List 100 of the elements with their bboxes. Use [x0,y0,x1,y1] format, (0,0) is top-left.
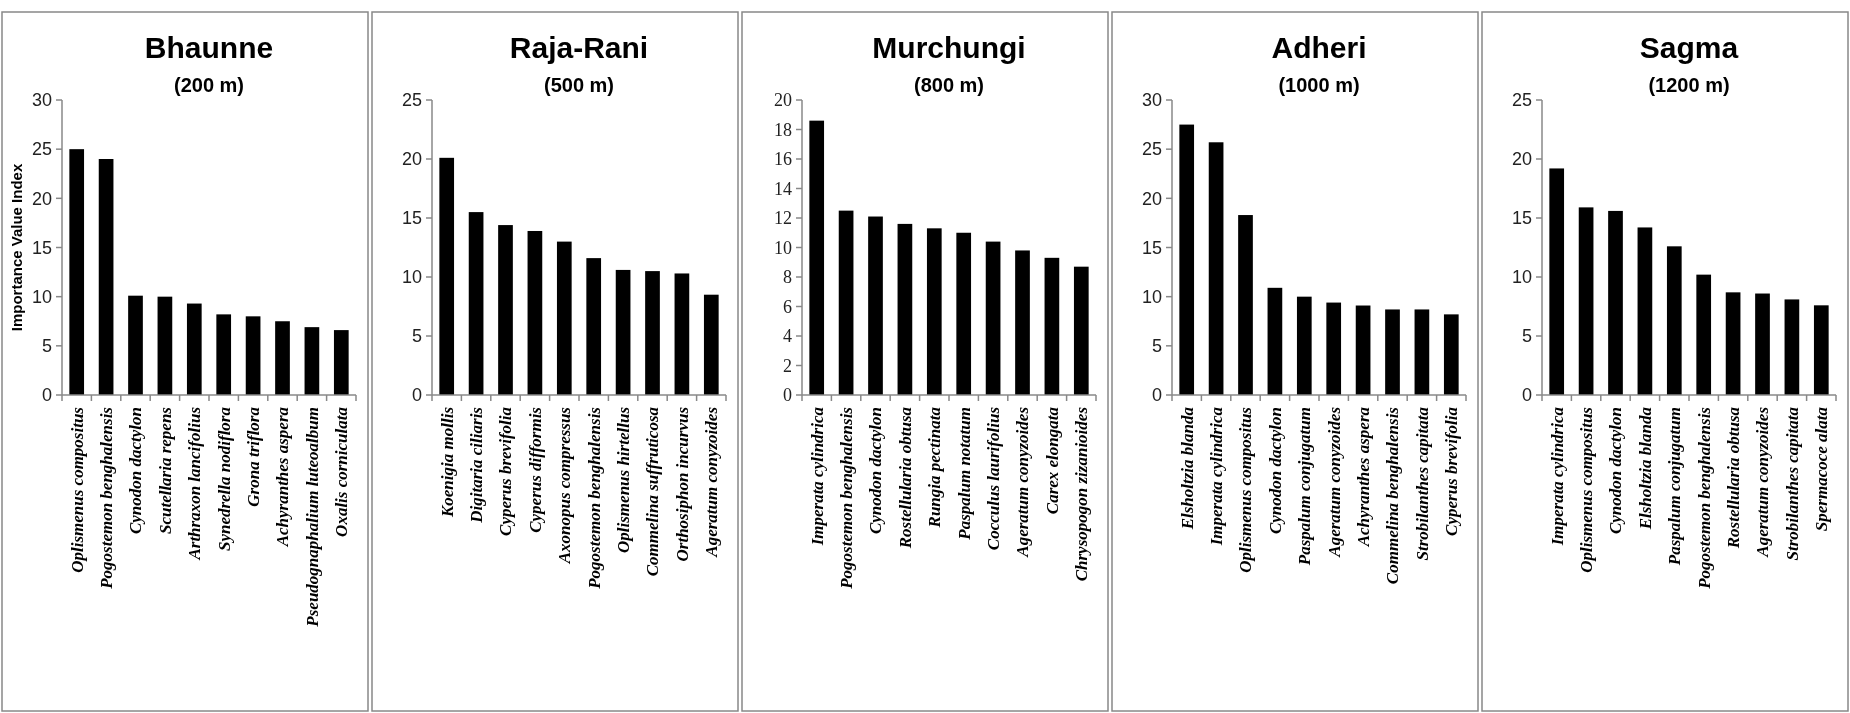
bar [1385,309,1400,395]
y-tick-label: 18 [774,119,792,140]
x-tick-label: Ageratum conyzoides [1753,406,1773,558]
bar [1784,299,1800,395]
y-tick-label: 5 [411,326,422,347]
x-tick-label: Cyperus difformis [525,406,545,533]
bar [956,232,972,395]
x-tick-label: Pseudognaphalium luteoalbum [302,407,322,628]
y-tick-label: 0 [1521,385,1532,406]
y-tick-label: 0 [1151,385,1162,406]
y-tick-label: 30 [1141,90,1162,111]
x-tick-label: Paspalum notatum [954,407,974,541]
chart-title: Bhaunne [144,31,274,64]
x-tick-label: Strobilanthes capitata [1782,406,1802,561]
chart-subtitle: (500 m) [543,74,615,96]
bar [1725,292,1741,395]
bar [674,273,690,395]
chart-subtitle: (200 m) [173,74,245,96]
x-tick-label: Spermacoce alata [1812,406,1832,532]
bar [245,316,261,395]
y-tick-label: 15 [401,208,422,229]
bar [1238,215,1253,395]
bar [468,212,484,395]
x-tick-label: Imperata cylindrica [1547,406,1567,547]
y-tick-label: 14 [774,178,792,199]
bar [1755,293,1770,395]
x-tick-label: Imperata cylindrica [807,406,827,547]
x-tick-label: Grona triflora [244,406,264,507]
y-tick-label: 10 [1511,267,1532,288]
y-tick-label: 4 [783,326,792,347]
bar [333,330,349,395]
x-tick-label: Elsholtzia blanda [1635,406,1655,531]
bar [98,159,114,395]
y-tick-label: 10 [31,286,52,307]
x-tick-label: Oxalis corniculata [332,406,352,537]
bar [1015,250,1030,395]
bar [868,216,883,395]
bar [1637,227,1653,395]
x-tick-label: Achyranthes aspera [273,406,293,548]
y-tick-label: 15 [31,237,52,258]
x-tick-label: Rostellularia obtusa [1724,406,1744,550]
bar [1326,302,1342,395]
y-tick-label: 10 [1141,286,1162,307]
bar [1073,266,1089,395]
bar [498,225,513,395]
x-tick-label: Cynodon dactylon [1606,407,1626,535]
bar [926,228,942,395]
y-tick-label: 5 [1151,336,1162,357]
y-tick-label: 8 [783,267,792,288]
x-tick-label: Rostellularia obtusa [895,406,915,550]
bar [615,269,631,395]
y-tick-label: 25 [1141,139,1162,160]
bar [439,157,455,395]
x-tick-label: Arthraxon lancifolius [185,406,205,561]
bar [1267,287,1283,395]
bar [69,149,85,395]
x-tick-label: Cynodon dactylon [866,407,886,535]
x-tick-label: Chrysopogon zizanioides [1072,406,1092,582]
x-tick-label: Commelina suffruticosa [643,406,663,577]
chart-title: Raja-Rani [509,31,649,64]
y-axis-title: Importance Value Index [8,163,25,332]
x-tick-label: Cyperus brevifolia [1442,406,1462,536]
x-tick-label: Cynodon dactylon [1265,407,1285,535]
y-tick-label: 0 [783,385,792,406]
chart-title: Adheri [1271,31,1367,64]
bar [1414,309,1430,395]
y-tick-label: 20 [774,90,792,111]
bar [645,271,660,395]
bar [1549,168,1565,395]
y-tick-label: 6 [783,296,792,317]
x-tick-label: Koenigia mollis [437,406,457,519]
x-tick-label: Carex elongata [1042,406,1062,515]
x-tick-label: Commelina benghalensis [1383,406,1403,585]
x-tick-label: Digitaria ciliaris [467,406,487,524]
x-tick-label: Cynodon dactylon [126,407,146,535]
x-tick-label: Oplismenus compositus [1236,406,1256,573]
y-tick-label: 5 [1521,326,1532,347]
x-tick-label: Ageratum conyzoides [1013,406,1033,558]
x-tick-label: Paspalum conjugatum [1295,407,1315,567]
bar [275,321,290,395]
x-tick-label: Oplismenus compositus [67,406,87,573]
bar [897,223,913,395]
bar [1355,305,1371,395]
bar [1813,305,1829,395]
chart-title: Murchungi [872,31,1026,64]
bar [1208,142,1224,395]
bar [128,295,143,395]
x-tick-label: Orthosiphon incurvus [672,406,692,562]
bar [1296,296,1312,395]
x-tick-label: Achyranthes aspera [1354,406,1374,548]
bar [157,296,173,395]
x-tick-label: Oplismenus compositus [1577,406,1597,573]
x-tick-label: Cocculus laurifolius [984,406,1004,551]
y-tick-label: 20 [401,149,422,170]
x-tick-label: Elsholtzia blanda [1177,406,1197,531]
y-tick-label: 25 [401,90,422,111]
y-tick-label: 20 [1141,188,1162,209]
y-tick-label: 30 [31,90,52,111]
chart-subtitle: (1000 m) [1278,74,1360,96]
y-tick-label: 2 [783,355,792,376]
